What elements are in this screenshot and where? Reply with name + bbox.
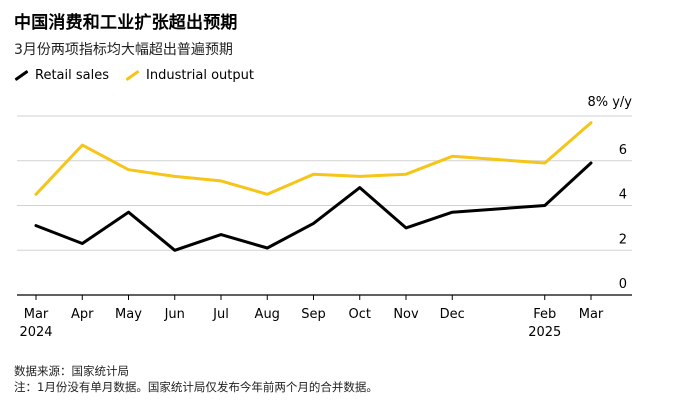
y-unit-label: 8% y/y [587, 95, 632, 110]
x-tick-label-1: Apr [71, 307, 94, 322]
x-tick-label-11: Feb [533, 307, 556, 322]
footnote: 注：1月份没有单月数据。国家统计局仅发布今年前两个月的合并数据。 [14, 380, 378, 394]
chart-title: 中国消费和工业扩张超出预期 [14, 13, 238, 33]
legend-label-retail-sales: Retail sales [35, 68, 109, 83]
source-note: 数据来源：国家统计局 [14, 364, 129, 378]
y-tick-label-6: 6 [619, 143, 627, 158]
legend: Retail sales Industrial output [14, 68, 270, 83]
x-tick-label-8: Nov [393, 307, 419, 322]
x-tick-label-2: May [115, 307, 142, 322]
x-tick-label-9: Dec [440, 307, 465, 322]
x-tick-label-12: Mar [579, 307, 604, 322]
x-tick-label-4: Jul [212, 307, 229, 322]
series-line-industrial-output [34, 121, 593, 196]
series-line-retail-sales [34, 161, 593, 252]
x-year-label-2024: 2024 [19, 325, 52, 340]
y-tick-label-0: 0 [619, 277, 627, 292]
x-tick-label-5: Aug [255, 307, 280, 322]
x-year-label-2025: 2025 [528, 325, 561, 340]
x-tick-label-7: Oct [349, 307, 371, 322]
legend-item-industrial-output: Industrial output [125, 68, 254, 83]
chart-subtitle: 3月份两项指标均大幅超出普遍预期 [14, 42, 233, 58]
y-tick-label-4: 4 [619, 188, 627, 203]
x-tick-label-0: Mar [24, 307, 49, 322]
legend-label-industrial-output: Industrial output [146, 68, 254, 83]
x-tick-label-3: Jun [164, 307, 185, 322]
x-tick-label-6: Sep [301, 307, 326, 322]
legend-item-retail-sales: Retail sales [14, 68, 109, 83]
y-tick-label-2: 2 [619, 232, 627, 247]
